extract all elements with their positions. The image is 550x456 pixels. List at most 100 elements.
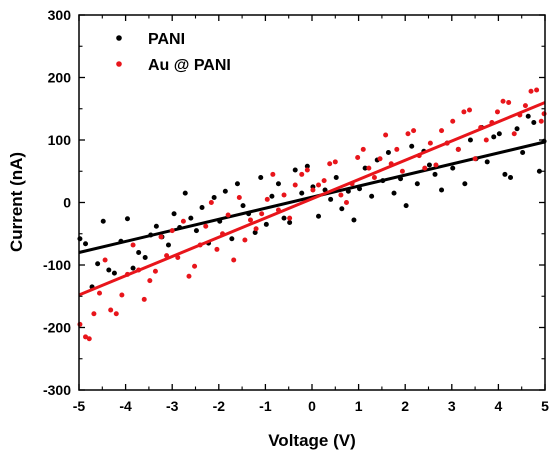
y-tick-label: 0 [63, 195, 71, 211]
data-point-au-pani [411, 128, 417, 134]
data-point-au-pani [467, 107, 473, 113]
data-point-au-pani [299, 171, 305, 177]
data-point-pani [100, 218, 106, 224]
y-tick-label: 300 [48, 7, 72, 23]
data-point-au-pani [383, 132, 389, 138]
data-point-au-pani [405, 131, 411, 137]
data-point-pani [188, 215, 194, 221]
data-point-pani [385, 150, 391, 155]
data-point-pani [304, 163, 310, 169]
data-point-pani [403, 203, 409, 209]
data-point-au-pani [399, 168, 405, 174]
data-point-au-pani [522, 103, 528, 109]
data-point-au-pani [270, 171, 276, 177]
data-point-au-pani [77, 321, 83, 327]
data-point-au-pani [180, 218, 186, 224]
data-point-au-pani [91, 311, 97, 317]
legend-marker-au-pani [116, 61, 122, 67]
data-point-au-pani [292, 182, 298, 188]
data-point-au-pani [310, 187, 316, 193]
data-point-pani [450, 165, 456, 171]
x-tick-label: -2 [213, 398, 226, 414]
data-point-au-pani [192, 263, 198, 269]
data-point-au-pani [338, 192, 344, 198]
data-point-au-pani [538, 118, 544, 124]
data-point-au-pani [130, 242, 136, 248]
series-au-pani [77, 87, 547, 342]
data-point-pani [136, 250, 142, 255]
data-point-au-pani [332, 159, 338, 165]
axis-layer: -5 -4 -3 -2 -1 0 1 2 3 4 5 -300 -200 -100 0 100 200 300 [43, 7, 549, 414]
y-tick-label: -100 [43, 257, 71, 273]
data-point-pani [199, 205, 205, 210]
data-point-pani [222, 188, 228, 194]
data-point-pani [229, 236, 235, 242]
data-point-au-pani [321, 178, 327, 184]
data-point-pani [211, 195, 217, 200]
data-point-pani [316, 213, 322, 219]
x-tick-label: 5 [541, 398, 549, 414]
data-point-au-pani [304, 167, 310, 173]
data-point-au-pani [113, 311, 119, 317]
data-point-au-pani [439, 128, 445, 134]
legend-marker-pani [116, 35, 122, 41]
data-point-au-pani [102, 257, 108, 263]
data-point-pani [292, 167, 298, 173]
legend-label-au-pani: Au @ PANI [148, 57, 231, 74]
data-point-pani [95, 261, 101, 267]
data-point-au-pani [483, 137, 489, 143]
data-point-au-pani [327, 161, 333, 167]
series-pani [77, 113, 547, 290]
legend: PANI Au @ PANI [116, 31, 231, 74]
data-point-pani [520, 150, 526, 155]
data-point-pani [83, 241, 89, 247]
x-tick-label: 0 [308, 398, 316, 414]
data-point-pani [269, 193, 275, 199]
x-tick-label: 3 [448, 398, 456, 414]
data-point-pani [531, 120, 537, 125]
data-point-au-pani [377, 156, 383, 162]
data-point-au-pani [494, 109, 500, 115]
data-point-pani [462, 181, 468, 187]
y-tick-label: -300 [43, 382, 71, 398]
data-point-au-pani [186, 273, 192, 279]
data-point-pani [281, 215, 287, 221]
data-point-au-pani [343, 200, 349, 205]
data-point-au-pani [97, 290, 103, 296]
data-point-au-pani [287, 215, 293, 221]
x-tick-label: 2 [401, 398, 409, 414]
data-point-pani [467, 137, 473, 143]
data-point-au-pani [461, 109, 467, 115]
data-point-pani [536, 168, 542, 174]
data-point-au-pani [528, 88, 534, 94]
data-point-au-pani [141, 296, 147, 302]
data-point-pani [333, 175, 339, 180]
data-point-pani [263, 221, 269, 227]
x-tick-label: 4 [495, 398, 503, 414]
data-point-au-pani [231, 257, 237, 263]
legend-label-pani: PANI [148, 31, 185, 48]
data-point-au-pani [108, 307, 114, 313]
data-point-pani [339, 206, 345, 212]
y-axis-title: Current (nA) [7, 152, 26, 252]
data-point-au-pani [427, 140, 433, 146]
data-point-au-pani [316, 182, 322, 188]
series-layer [77, 87, 547, 342]
data-point-pani [391, 190, 397, 196]
data-point-pani [142, 255, 148, 260]
data-point-pani [275, 181, 281, 187]
x-tick-label: -1 [259, 398, 272, 414]
data-point-pani [299, 190, 305, 196]
data-point-au-pani [455, 146, 461, 152]
data-point-pani [439, 187, 445, 193]
data-point-au-pani [422, 165, 428, 171]
y-tick-label: -200 [43, 320, 71, 336]
data-point-au-pani [366, 165, 372, 171]
data-point-pani [124, 216, 130, 222]
data-point-au-pani [281, 192, 287, 198]
data-point-pani [287, 220, 293, 225]
y-tick-label: 100 [48, 132, 72, 148]
data-point-pani [409, 143, 415, 149]
data-point-au-pani [253, 226, 259, 232]
data-point-au-pani [472, 156, 478, 162]
